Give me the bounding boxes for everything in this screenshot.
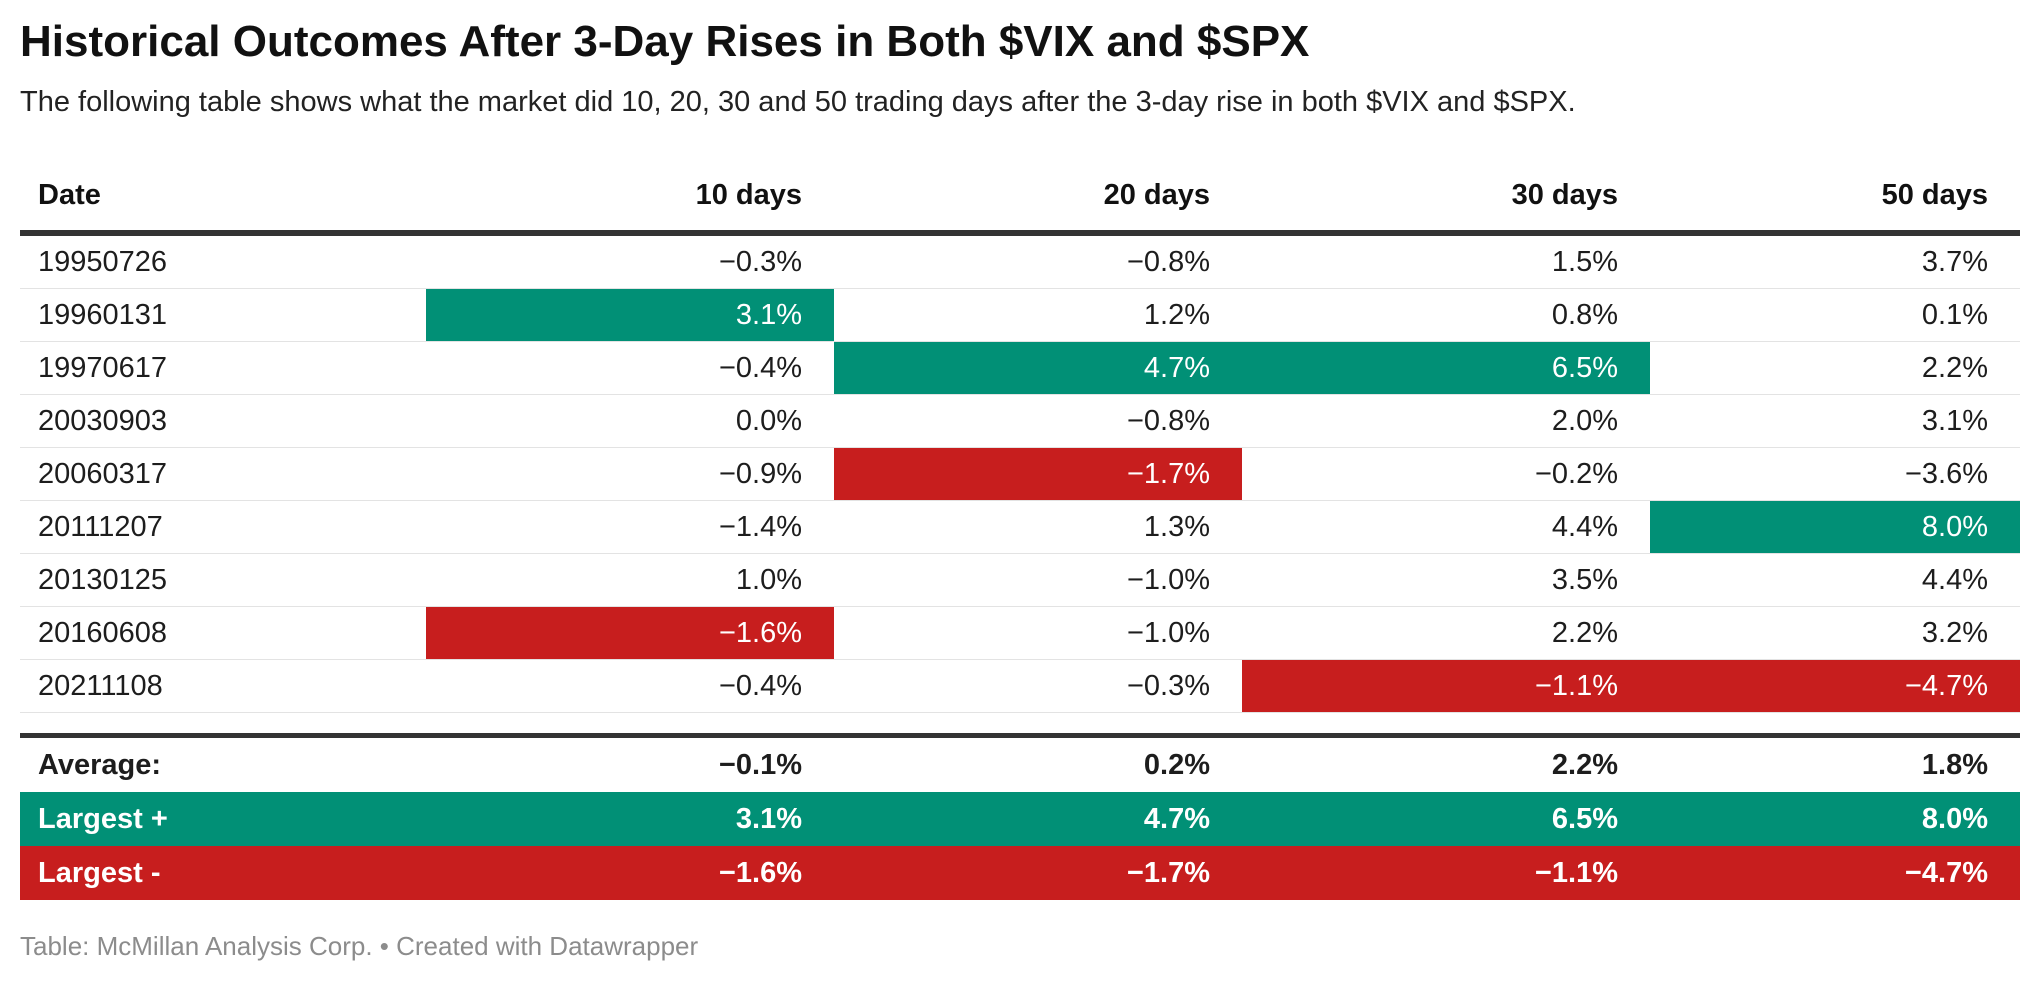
value-cell: −1.6% [426, 606, 834, 660]
column-header: 30 days [1242, 153, 1650, 236]
value-cell: −0.4% [426, 341, 834, 395]
value-cell: 4.7% [834, 341, 1242, 395]
table-row: 20060317 −0.9% −1.7% −0.2% −3.6% [20, 447, 2020, 501]
page-title: Historical Outcomes After 3-Day Rises in… [20, 17, 1310, 66]
value-cell: 2.2% [1242, 606, 1650, 660]
table-credit: Table: McMillan Analysis Corp. • Created… [20, 930, 699, 961]
value-cell: −0.8% [834, 394, 1242, 448]
value-cell: 0.8% [1242, 288, 1650, 342]
table-row: 19950726 −0.3% −0.8% 1.5% 3.7% [20, 232, 2020, 289]
column-header: Date [20, 153, 426, 236]
value-cell: 6.5% [1242, 341, 1650, 395]
value-cell: −0.9% [426, 447, 834, 501]
value-cell: 1.2% [834, 288, 1242, 342]
value-cell: −1.1% [1242, 659, 1650, 713]
date-cell: 20211108 [20, 659, 426, 713]
summary-value-cell: −4.7% [1650, 845, 2020, 900]
header-row: Date 10 days 20 days 30 days 50 days [20, 153, 2020, 236]
table-row: 20030903 0.0% −0.8% 2.0% 3.1% [20, 394, 2020, 448]
date-cell: 19950726 [20, 232, 426, 289]
value-cell: −4.7% [1650, 659, 2020, 713]
page: Historical Outcomes After 3-Day Rises in… [20, 17, 2020, 961]
spacer-section [20, 712, 2020, 735]
value-cell: −1.0% [834, 553, 1242, 607]
page-subtitle: The following table shows what the marke… [20, 85, 1576, 118]
summary-row: Largest - −1.6% −1.7% −1.1% −4.7% [20, 845, 2020, 900]
outcomes-table: Date 10 days 20 days 30 days 50 days 1995072… [20, 153, 2020, 900]
value-cell: 4.4% [1650, 553, 2020, 607]
value-cell: −3.6% [1650, 447, 2020, 501]
summary-value-cell: −1.1% [1242, 845, 1650, 900]
value-cell: 0.1% [1650, 288, 2020, 342]
value-cell: 3.5% [1242, 553, 1650, 607]
spacer-row [20, 712, 2020, 735]
value-cell: 1.0% [426, 553, 834, 607]
summary-value-cell: 3.1% [426, 791, 834, 846]
summary-value-cell: −1.6% [426, 845, 834, 900]
date-cell: 20060317 [20, 447, 426, 501]
summary-value-cell: 0.2% [834, 732, 1242, 792]
summary-row: Largest +3.1% 4.7% 6.5% 8.0% [20, 791, 2020, 846]
summary-value-cell: −0.1% [426, 732, 834, 792]
column-header: 20 days [834, 153, 1242, 236]
column-header: 50 days [1650, 153, 2020, 236]
summary-value-cell: 2.2% [1242, 732, 1650, 792]
summary-value-cell: 8.0% [1650, 791, 2020, 846]
summary-value-cell: 4.7% [834, 791, 1242, 846]
date-cell: 20160608 [20, 606, 426, 660]
value-cell: 1.3% [834, 500, 1242, 554]
value-cell: 3.1% [426, 288, 834, 342]
value-cell: 0.0% [426, 394, 834, 448]
value-cell: −1.4% [426, 500, 834, 554]
summary-body: Average: −0.1% 0.2% 2.2% 1.8% Largest +3.1% 4.… [20, 732, 2020, 900]
summary-label: Largest + [20, 791, 426, 846]
summary-row: Average: −0.1% 0.2% 2.2% 1.8% [20, 732, 2020, 792]
date-cell: 19970617 [20, 341, 426, 395]
table-row: 20130125 1.0% −1.0% 3.5% 4.4% [20, 553, 2020, 607]
value-cell: 1.5% [1242, 232, 1650, 289]
date-cell: 20130125 [20, 553, 426, 607]
value-cell: −0.3% [426, 232, 834, 289]
table-body: 19950726 −0.3% −0.8% 1.5% 3.7% 19960131 3.1% 1.… [20, 232, 2020, 713]
summary-value-cell: −1.7% [834, 845, 1242, 900]
date-cell: 19960131 [20, 288, 426, 342]
value-cell: 2.0% [1242, 394, 1650, 448]
value-cell: −0.8% [834, 232, 1242, 289]
summary-value-cell: 1.8% [1650, 732, 2020, 792]
table-row: 19960131 3.1% 1.2% 0.8% 0.1% [20, 288, 2020, 342]
value-cell: −1.0% [834, 606, 1242, 660]
table-row: 20160608 −1.6% −1.0% 2.2% 3.2% [20, 606, 2020, 660]
table-row: 19970617 −0.4% 4.7% 6.5% 2.2% [20, 341, 2020, 395]
value-cell: 3.2% [1650, 606, 2020, 660]
value-cell: −0.2% [1242, 447, 1650, 501]
table-header: Date 10 days 20 days 30 days 50 days [20, 153, 2020, 236]
summary-label: Largest - [20, 845, 426, 900]
value-cell: −0.4% [426, 659, 834, 713]
value-cell: 2.2% [1650, 341, 2020, 395]
value-cell: 3.1% [1650, 394, 2020, 448]
table-row: 20211108 −0.4% −0.3% −1.1% −4.7% [20, 659, 2020, 713]
date-cell: 20111207 [20, 500, 426, 554]
value-cell: −1.7% [834, 447, 1242, 501]
summary-label: Average: [20, 732, 426, 792]
table-row: 20111207 −1.4% 1.3% 4.4% 8.0% [20, 500, 2020, 554]
value-cell: 3.7% [1650, 232, 2020, 289]
date-cell: 20030903 [20, 394, 426, 448]
value-cell: −0.3% [834, 659, 1242, 713]
summary-value-cell: 6.5% [1242, 791, 1650, 846]
column-header: 10 days [426, 153, 834, 236]
value-cell: 8.0% [1650, 500, 2020, 554]
value-cell: 4.4% [1242, 500, 1650, 554]
